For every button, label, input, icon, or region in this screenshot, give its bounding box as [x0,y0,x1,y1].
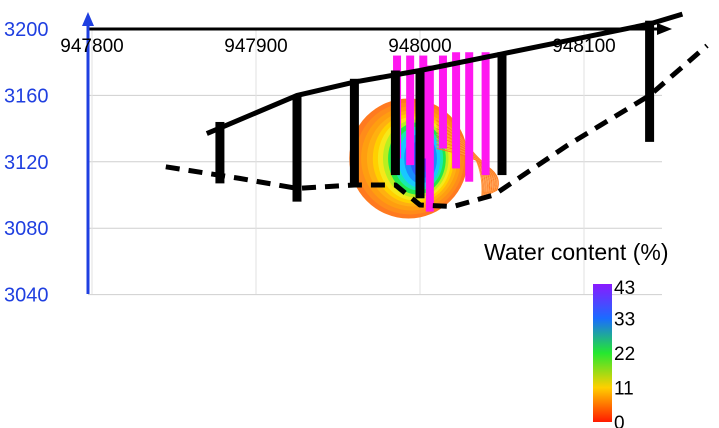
colorbar-tick-label: 33 [614,309,635,330]
x-tick-label: 948100 [552,36,615,57]
ground-surface-line [205,11,684,136]
x-tick-label: 947900 [224,36,287,57]
borehole [390,70,400,176]
colorbar-tick-label: 43 [614,278,635,299]
y-tick-label: 3160 [4,85,49,107]
colorbar-tick-label: 22 [614,344,635,365]
water-content-column [452,52,461,169]
borehole [497,52,507,176]
boreholes [215,20,655,202]
colorbar-gradient [593,284,612,422]
y-tick-label: 3200 [4,19,49,41]
x-tick-label: 948000 [388,36,451,57]
y-tick-label: 3120 [4,152,49,174]
x-tick-label: 947800 [60,36,123,57]
colorbar-title: Water content (%) [484,239,668,265]
y-tick-label: 3080 [4,218,49,240]
colorbar: Water content (%) 43 33 22 11 0 [484,239,668,428]
profile-lines [165,11,709,210]
x-tick-labels: 947800 947900 948000 948100 [60,36,615,57]
axes [82,12,672,294]
water-content-column [425,65,434,212]
water-content-column [481,52,490,176]
groundwater-line [165,43,709,210]
water-content-column [465,52,474,182]
y-tick-labels: 3200 3160 3120 3080 3040 [4,19,49,307]
y-axis-arrow [82,12,94,26]
borehole [292,95,302,202]
water-content-column [406,55,415,166]
x-axis-arrow [657,23,672,35]
colorbar-tick-label: 11 [614,378,634,399]
y-tick-label: 3040 [4,285,49,307]
borehole [349,78,359,186]
borehole [215,121,225,184]
water-content-column [438,55,447,149]
borehole [415,68,425,199]
borehole [645,20,655,142]
colorbar-tick-label: 0 [614,413,625,428]
colorbar-tick-labels: 43 33 22 11 0 [614,278,635,428]
